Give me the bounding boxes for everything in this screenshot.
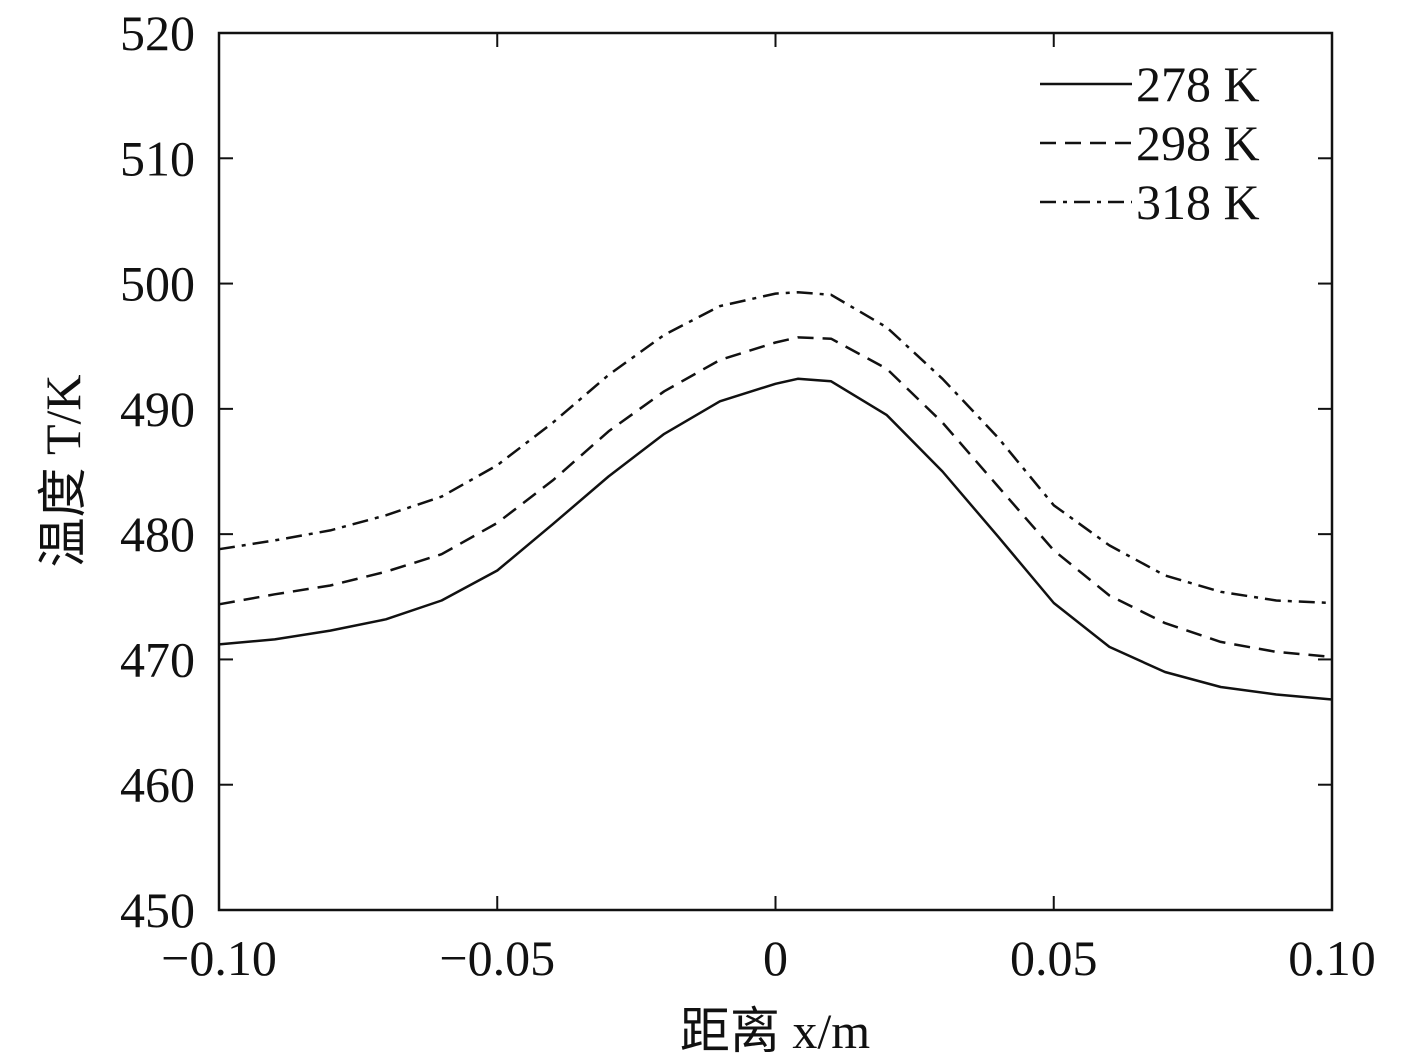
- series-lines: [218, 291, 1333, 701]
- y-axis-label: 温度 T/K: [35, 374, 91, 567]
- x-axis-label: 距离 x/m: [680, 1003, 870, 1059]
- y-tick-label: 490: [120, 381, 195, 437]
- legend-label: 318 K: [1136, 174, 1260, 230]
- series-line: [218, 291, 1333, 605]
- x-tick-label: 0: [763, 930, 788, 986]
- y-tick-label: 470: [120, 631, 195, 687]
- y-tick-label: 520: [120, 5, 195, 61]
- y-tick-label: 450: [120, 882, 195, 938]
- x-tick-label: 0.05: [1010, 930, 1098, 986]
- y-tick-label: 500: [120, 256, 195, 312]
- x-tick-label: 0.10: [1288, 930, 1376, 986]
- legend-label: 298 K: [1136, 115, 1260, 171]
- y-tick-label: 460: [120, 757, 195, 813]
- x-tick-label: −0.05: [439, 930, 555, 986]
- x-tick-label: −0.10: [161, 930, 277, 986]
- series-line: [218, 336, 1333, 659]
- series-line: [218, 377, 1333, 701]
- y-tick-label: 480: [120, 506, 195, 562]
- legend-label: 278 K: [1136, 56, 1260, 112]
- y-tick-label: 510: [120, 130, 195, 186]
- axis-ticks: −0.10 −0.05 0 0.05 0.10 450 460 470 480 490 500 510…: [120, 5, 1376, 986]
